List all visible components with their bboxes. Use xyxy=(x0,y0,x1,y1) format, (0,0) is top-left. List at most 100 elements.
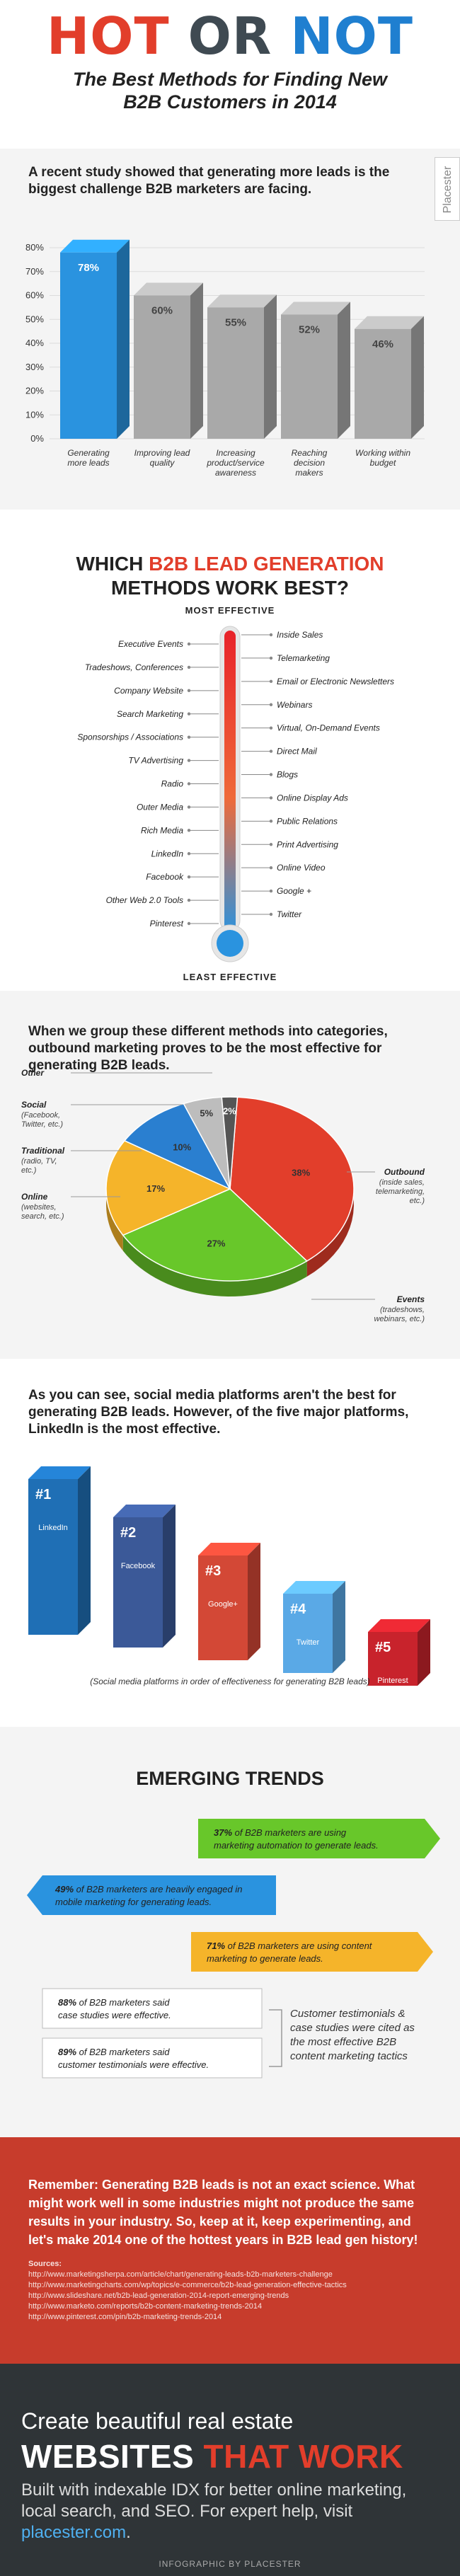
tick-dot xyxy=(187,852,191,856)
infographic-credit: INFOGRAPHIC BY PLACESTER xyxy=(159,2559,301,2569)
source-link[interactable]: http://www.slideshare.net/b2b-lead-gener… xyxy=(28,2292,289,2300)
methods-title-b: METHODS WORK BEST? xyxy=(111,577,349,599)
source-link[interactable]: http://www.marketo.com/reports/b2b-conte… xyxy=(28,2302,263,2311)
trend-note-line: Customer testimonials & xyxy=(290,2008,406,2020)
footer-headline: WEBSITES THAT WORK xyxy=(0,2434,460,2476)
bar-value-label: 55% xyxy=(225,316,246,328)
side-tab-label: Placester xyxy=(442,166,454,214)
trend-banner xyxy=(42,1988,263,2029)
method-right-label: Inside Sales xyxy=(277,630,323,640)
bar-side xyxy=(117,239,130,439)
y-tick-label: 80% xyxy=(25,242,44,253)
method-left-label: Search Marketing xyxy=(117,709,183,719)
source-link[interactable]: http://www.pinterest.com/pin/b2b-marketi… xyxy=(28,2313,222,2321)
tick-dot xyxy=(187,689,191,693)
platform-name-label: Twitter xyxy=(297,1638,320,1647)
pie-sublabel: (inside sales, telemarketing, etc.) xyxy=(376,1178,425,1205)
trend-note-line: content marketing tactics xyxy=(290,2050,408,2062)
platform-bar-top xyxy=(283,1581,345,1594)
trend-banner xyxy=(191,1932,433,1972)
source-link[interactable]: http://www.marketingcharts.com/wp/topics… xyxy=(28,2281,347,2289)
trend-text: 71% of B2B marketers are using content xyxy=(207,1940,373,1951)
source-link[interactable]: http://www.marketingsherpa.com/article/c… xyxy=(28,2270,333,2279)
closing-text: Remember: Generating B2B leads is not an… xyxy=(28,2178,418,2247)
brand-or: OR xyxy=(188,6,272,66)
platform-bar-top xyxy=(198,1543,260,1556)
tick-dot xyxy=(187,829,191,832)
platform-bar-side xyxy=(78,1466,91,1635)
tick-dot xyxy=(269,889,273,893)
platform-name-label: LinkedIn xyxy=(38,1524,68,1532)
sources-list: Sources: http://www.marketingsherpa.com/… xyxy=(0,2249,460,2323)
subtitle-line-2: B2B Customers in 2014 xyxy=(123,91,337,113)
bar-top xyxy=(281,301,350,315)
bar-side xyxy=(264,294,277,439)
trend-text-line-2: mobile marketing for generating leads. xyxy=(55,1897,212,1907)
most-effective-label: MOST EFFECTIVE xyxy=(185,605,275,616)
method-left-label: TV Advertising xyxy=(128,756,183,766)
trend-bracket xyxy=(269,2009,282,2067)
trend-text: 88% of B2B marketers said xyxy=(58,1997,170,2008)
trends-title: EMERGING TRENDS xyxy=(136,1768,324,1789)
brand-not: NOT xyxy=(290,6,413,66)
platform-bar xyxy=(283,1594,333,1673)
leads-challenge-section: Placester A recent study showed that gen… xyxy=(0,149,460,510)
x-category-label: Increasing product/service awareness xyxy=(206,448,265,478)
method-left-label: Other Web 2.0 Tools xyxy=(106,895,183,905)
pie-value-label: 17% xyxy=(146,1183,165,1194)
y-tick-label: 70% xyxy=(25,266,44,277)
bar-value-label: 52% xyxy=(299,324,320,336)
footer-body-end: . xyxy=(126,2523,131,2542)
method-right-label: Telemarketing xyxy=(277,653,330,663)
method-right-label: Blogs xyxy=(277,770,298,780)
bar-side xyxy=(411,316,424,439)
trends-section: EMERGING TRENDS 37% of B2B marketers are… xyxy=(0,1727,460,2137)
bar-value-label: 60% xyxy=(151,305,173,317)
tick-dot xyxy=(269,633,273,637)
pie-sublabel: (Facebook, Twitter, etc.) xyxy=(21,1111,63,1129)
method-right-label: Online Video xyxy=(277,863,326,873)
methods-title: WHICH B2B LEAD GENERATION METHODS WORK B… xyxy=(0,510,460,600)
bar-top xyxy=(134,282,203,296)
method-right-label: Virtual, On-Demand Events xyxy=(277,723,380,733)
method-right-label: Public Relations xyxy=(277,816,338,826)
pie-category-label: Other xyxy=(21,1069,45,1078)
bar-value-label: 46% xyxy=(372,338,393,350)
y-tick-label: 20% xyxy=(25,386,44,396)
x-category-label: Improving lead quality xyxy=(134,448,190,468)
x-category-label: Generating more leads xyxy=(67,448,110,468)
placester-link[interactable]: placester.com xyxy=(21,2523,127,2542)
bar-top xyxy=(60,239,130,253)
tick-dot xyxy=(269,773,273,776)
methods-title-a: WHICH xyxy=(76,553,149,575)
platform-bar xyxy=(198,1556,248,1660)
platform-bar-top xyxy=(113,1505,176,1517)
method-left-label: Outer Media xyxy=(137,802,183,812)
pie-slice xyxy=(105,1139,231,1236)
pie-category-label: Traditional xyxy=(21,1146,65,1156)
method-left-label: Rich Media xyxy=(141,825,183,835)
trend-text-line-2: marketing to generate leads. xyxy=(207,1953,323,1964)
tick-dot xyxy=(269,866,273,870)
closing-section: Remember: Generating B2B leads is not an… xyxy=(0,2137,460,2364)
method-right-label: Print Advertising xyxy=(277,839,338,849)
tick-dot xyxy=(269,703,273,706)
bar xyxy=(207,307,264,439)
tick-dot xyxy=(269,749,273,753)
social-platform-chart: #1 LinkedIn #2 Facebook #3 Google+ #4 Twitter #5… xyxy=(28,1466,430,1686)
placester-side-tab[interactable]: Placester xyxy=(435,157,460,221)
bar-top xyxy=(355,316,424,329)
platform-rank-label: #2 xyxy=(120,1525,136,1541)
bar-chart-intro: A recent study showed that generating mo… xyxy=(28,165,390,197)
pie-sublabel: (radio, TV, etc.) xyxy=(21,1157,57,1175)
tick-dot xyxy=(187,665,191,669)
y-tick-label: 0% xyxy=(30,433,44,444)
pie-slice xyxy=(229,1096,355,1262)
method-left-label: LinkedIn xyxy=(151,849,184,858)
categories-section: When we group these different methods in… xyxy=(0,991,460,1359)
tick-dot xyxy=(269,820,273,823)
tick-dot xyxy=(187,712,191,715)
brand-title: HOT OR NOT xyxy=(0,0,460,64)
method-left-label: Executive Events xyxy=(118,639,183,649)
method-left-label: Facebook xyxy=(146,872,184,882)
